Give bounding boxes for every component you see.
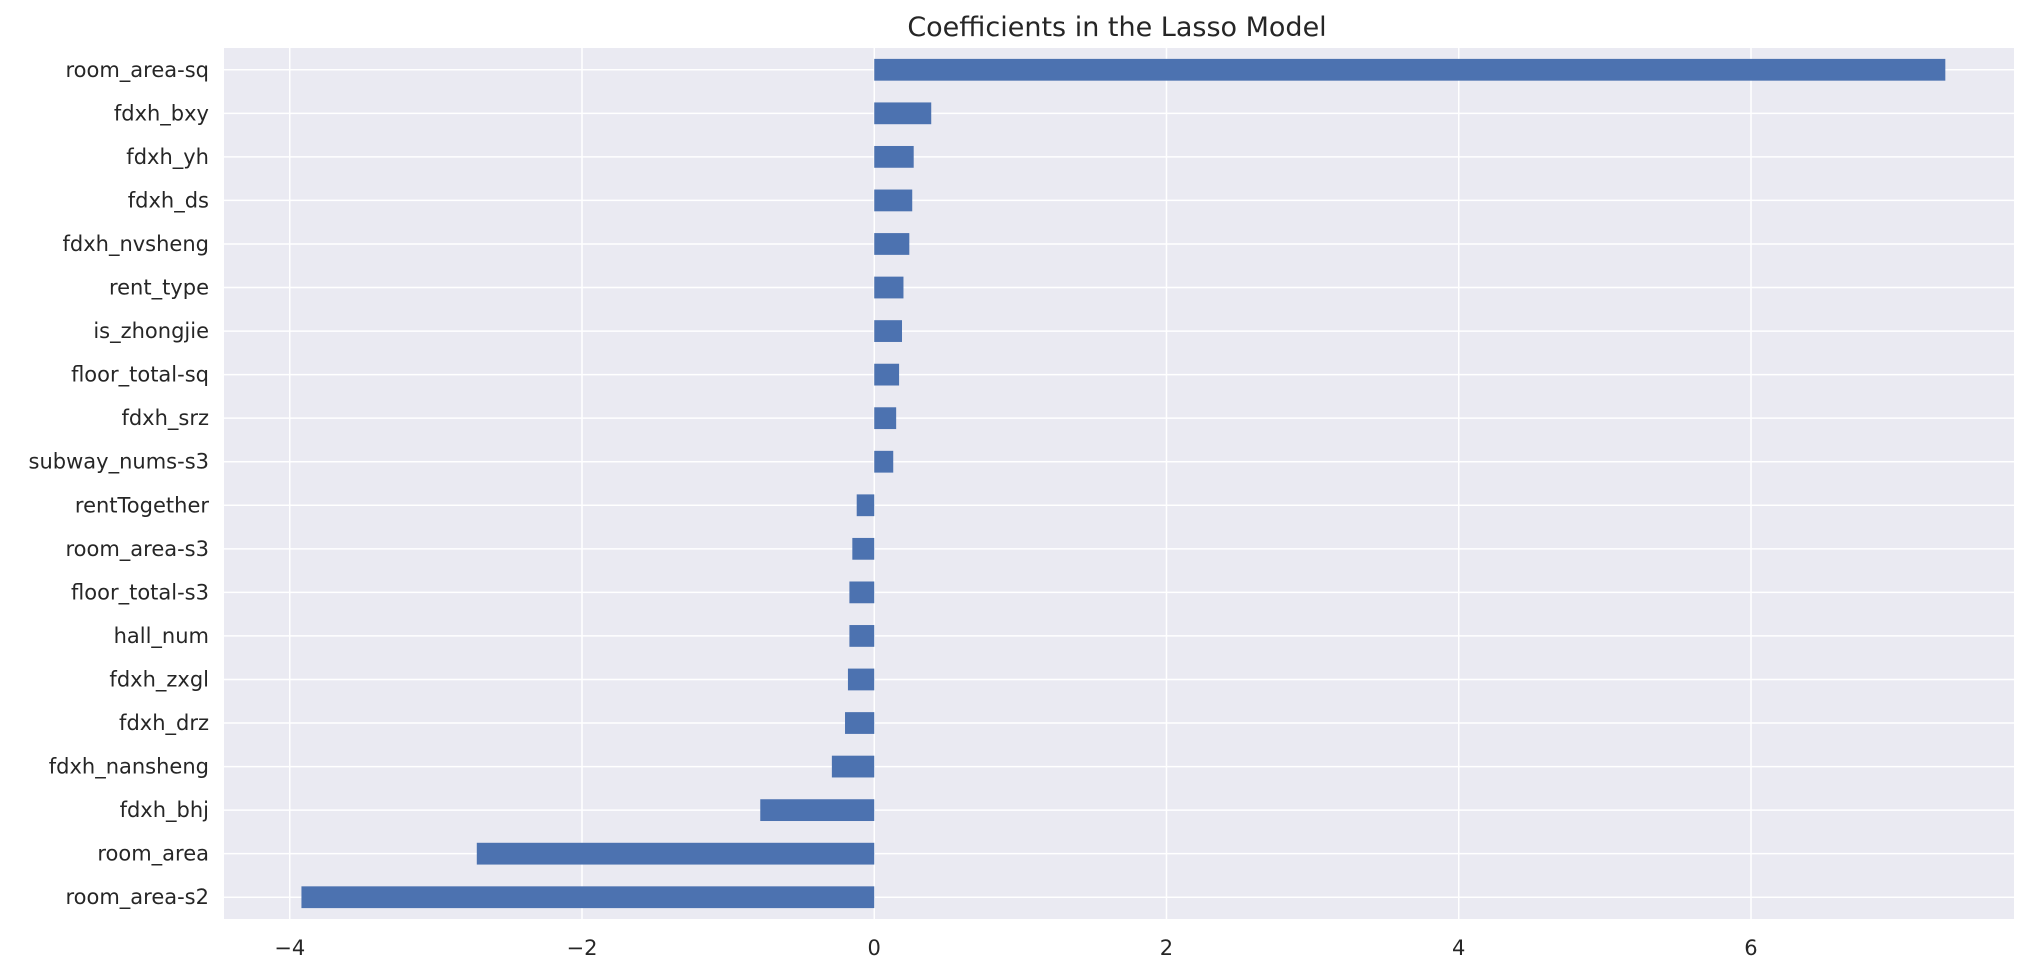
category-label: room_area-s3 [65, 537, 209, 562]
grid-lines [224, 48, 2014, 919]
bars [301, 58, 1946, 909]
bar-subway_nums-s3 [874, 450, 894, 473]
category-label: rent_type [109, 276, 209, 301]
category-label: room_area [97, 842, 209, 867]
category-label: fdxh_drz [119, 711, 209, 736]
bar-fdxh_zxgl [847, 668, 875, 691]
plot-area [224, 48, 2014, 919]
x-tick-label: 0 [868, 936, 881, 960]
bar-fdxh_ds [874, 189, 913, 212]
bar-fdxh_yh [874, 145, 914, 168]
bar-fdxh_bxy [874, 102, 932, 125]
x-tick-label: 4 [1452, 936, 1465, 960]
bar-fdxh_drz [845, 712, 875, 734]
bar-rentTogether [856, 494, 875, 517]
category-label: subway_nums-s3 [29, 450, 209, 475]
category-label: fdxh_srz [121, 406, 209, 431]
bar-room_area-s3 [852, 537, 875, 560]
bar-floor_total-sq [874, 363, 900, 386]
category-label: fdxh_yh [126, 145, 209, 170]
bar-room_area-sq [874, 58, 1946, 81]
category-label: room_area-sq [65, 58, 209, 83]
bar-hall_num [849, 625, 875, 647]
category-labels: room_area-sq fdxh_bxy fdxh_yh fdxh_ds fdxh_n… [29, 58, 210, 910]
category-label: fdxh_ds [128, 188, 209, 213]
category-label: floor_total-sq [71, 363, 209, 388]
x-tick-label: −4 [274, 936, 305, 960]
category-label: fdxh_nvsheng [62, 232, 209, 257]
category-label: floor_total-s3 [71, 580, 209, 605]
category-label: rentTogether [75, 493, 209, 517]
category-label: fdxh_bxy [114, 101, 209, 126]
x-tick-label: 2 [1160, 936, 1173, 960]
category-label: room_area-s2 [65, 885, 209, 910]
category-label: hall_num [114, 624, 209, 649]
bar-fdxh_srz [874, 407, 897, 430]
x-tick-label: −2 [567, 936, 598, 960]
category-label: fdxh_bhj [120, 798, 209, 823]
bar-fdxh_nvsheng [874, 233, 910, 255]
bar-is_zhongjie [874, 320, 903, 342]
x-tick-label: 6 [1744, 936, 1757, 960]
bar-room_area [476, 842, 875, 865]
bar-rent_type [874, 276, 904, 299]
chart-title: Coefficients in the Lasso Model [907, 12, 1326, 43]
bar-room_area-s2 [301, 886, 875, 909]
x-axis-tick-labels: −4 −2 0 2 4 6 [274, 936, 1757, 960]
category-label: fdxh_nansheng [49, 755, 209, 780]
category-label: fdxh_zxgl [109, 667, 209, 692]
category-label: is_zhongjie [93, 319, 209, 344]
bar-floor_total-s3 [849, 581, 875, 604]
bar-fdxh_nansheng [831, 755, 875, 778]
bar-fdxh_bhj [760, 799, 875, 822]
